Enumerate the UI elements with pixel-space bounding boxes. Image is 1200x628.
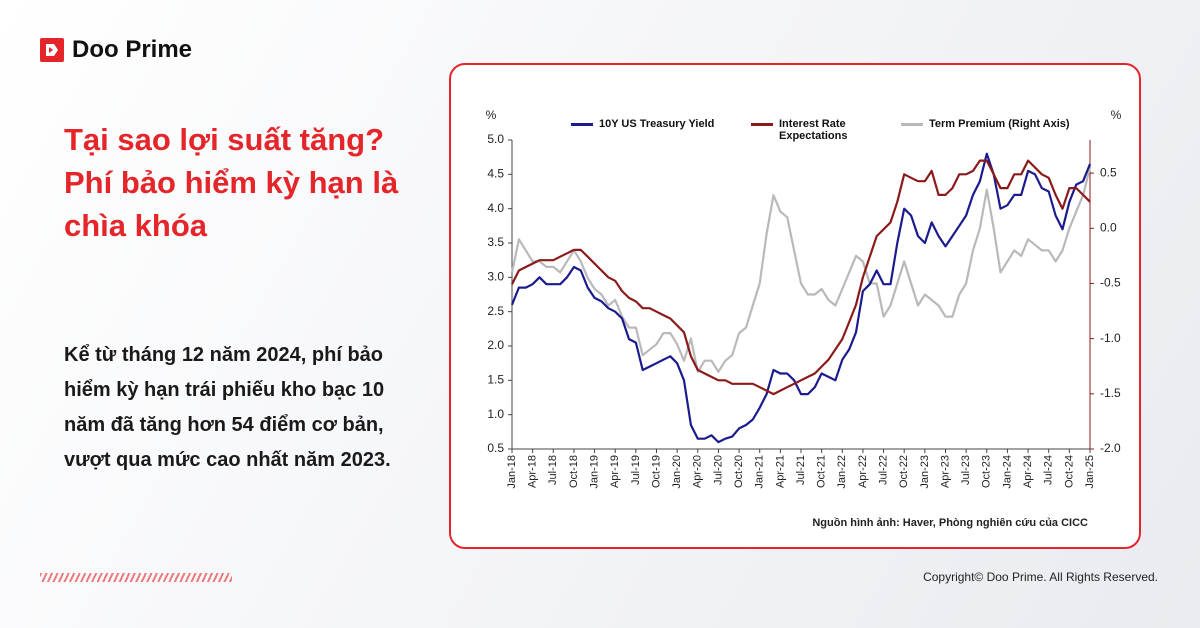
y2-axis-label: %: [1111, 108, 1122, 122]
source-note: Nguồn hình ảnh: Haver, Phòng nghiên cứu …: [812, 517, 1088, 529]
y2-tick-label: -1.5: [1100, 386, 1121, 400]
x-tick-label: Oct-22: [898, 455, 910, 488]
y-tick-label: 2.5: [487, 304, 504, 318]
x-tick-label: Jan-25: [1084, 455, 1096, 489]
legend-label: 10Y US Treasury Yield: [599, 118, 715, 130]
y-tick-label: 1.5: [487, 373, 504, 387]
x-tick-label: Jul-19: [630, 455, 642, 485]
y-tick-label: 5.0: [487, 132, 504, 146]
x-tick-label: Jul-24: [1043, 455, 1055, 485]
y2-tick-label: -1.0: [1100, 331, 1121, 345]
y-axis-label: %: [486, 108, 497, 122]
x-tick-label: Jul-22: [877, 455, 889, 485]
series-line: [511, 159, 1091, 396]
x-tick-label: Oct-24: [1063, 455, 1075, 488]
copyright: Copyright© Doo Prime. All Rights Reserve…: [923, 570, 1158, 584]
series-line: [510, 167, 1092, 373]
chart: % % Nguồn hình ảnh: Haver, Phòng nghiên …: [486, 108, 1122, 529]
legend-label: Interest Rate Expectations: [779, 118, 848, 142]
x-tick-label: Apr-24: [1022, 455, 1034, 488]
y2-tick-label: -2.0: [1100, 441, 1121, 455]
legend-label: Term Premium (Right Axis): [929, 118, 1070, 130]
headline: Tại sao lợi suất tăng? Phí bảo hiểm kỳ h…: [64, 118, 444, 247]
x-tick-label: Jan-19: [588, 455, 600, 489]
x-tick-label: Jul-18: [547, 455, 559, 485]
headline-line: Tại sao lợi suất tăng?: [64, 122, 385, 157]
y-tick-label: 4.5: [487, 167, 504, 181]
legend-swatch: [571, 123, 593, 126]
x-tick-label: Oct-18: [568, 455, 580, 488]
x-tick-label: Jan-18: [506, 455, 518, 489]
x-tick-label: Jan-22: [836, 455, 848, 489]
y2-tick-label: 0.0: [1100, 220, 1117, 234]
body-text: Kể từ tháng 12 năm 2024, phí bảo hiểm kỳ…: [64, 344, 391, 471]
brand: Doo Prime: [40, 36, 192, 64]
y-tick-label: 2.0: [487, 338, 504, 352]
y2-tick-label: 0.5: [1100, 165, 1117, 179]
brand-name: Doo Prime: [72, 36, 193, 63]
headline-line: Phí bảo hiểm kỳ hạn là chìa khóa: [64, 165, 399, 243]
legend-item: Interest Rate Expectations: [751, 118, 869, 142]
legend-item: Term Premium (Right Axis): [901, 118, 1070, 130]
x-tick-label: Apr-22: [857, 455, 869, 488]
x-tick-label: Oct-23: [981, 455, 993, 488]
x-tick-label: Jan-24: [1001, 455, 1013, 489]
y-tick-label: 3.0: [487, 270, 504, 284]
legend-item: 10Y US Treasury Yield: [571, 118, 714, 130]
x-tick-label: Apr-20: [692, 455, 704, 488]
x-tick-label: Oct-19: [650, 455, 662, 488]
y-tick-label: 0.5: [487, 441, 504, 455]
x-tick-label: Apr-18: [527, 455, 539, 488]
y2-tick-label: -0.5: [1100, 276, 1121, 290]
x-tick-label: Jan-20: [671, 455, 683, 489]
x-tick-label: Apr-19: [609, 455, 621, 488]
y-tick-label: 4.0: [487, 201, 504, 215]
x-tick-label: Jul-20: [712, 455, 724, 485]
x-tick-label: Jan-21: [754, 455, 766, 489]
legend-swatch: [901, 123, 923, 126]
legend-swatch: [751, 123, 773, 126]
decoration: [40, 573, 232, 582]
x-tick-label: Apr-23: [939, 455, 951, 488]
series-line: [510, 152, 1092, 444]
x-tick-label: Jul-23: [960, 455, 972, 485]
chart-card: % % Nguồn hình ảnh: Haver, Phòng nghiên …: [449, 63, 1141, 549]
x-tick-label: Jan-23: [919, 455, 931, 489]
y-tick-label: 3.5: [487, 235, 504, 249]
x-tick-label: Oct-20: [733, 455, 745, 488]
x-tick-label: Apr-21: [774, 455, 786, 488]
x-tick-label: Oct-21: [816, 455, 828, 488]
brand-logo: [40, 38, 64, 62]
y-tick-label: 1.0: [487, 407, 504, 421]
x-tick-label: Jul-21: [795, 455, 807, 485]
